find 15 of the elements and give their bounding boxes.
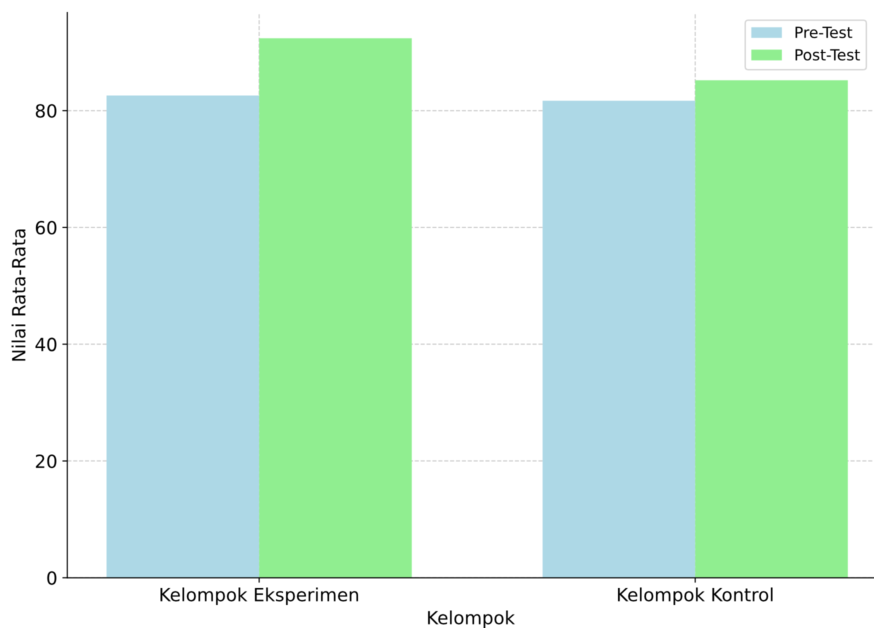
bar bbox=[259, 38, 412, 578]
y-tick-label: 60 bbox=[36, 220, 56, 235]
x-tick-label: Kelompok Kontrol bbox=[618, 587, 773, 605]
x-tick-label: Kelompok Eksperimen bbox=[160, 587, 358, 605]
y-axis-title: Nilai Rata-Rata bbox=[12, 230, 26, 361]
y-tick-label: 0 bbox=[47, 571, 56, 585]
bar bbox=[542, 100, 696, 578]
y-tick-label: 80 bbox=[36, 104, 56, 118]
bar bbox=[695, 80, 848, 578]
y-tick-label: 20 bbox=[36, 454, 56, 468]
y-tick-label: 40 bbox=[35, 338, 56, 352]
bar bbox=[106, 95, 260, 578]
legend-label: Post-Test bbox=[796, 49, 860, 61]
legend-label: Pre-Test bbox=[796, 26, 852, 38]
x-axis-title: Kelompok bbox=[428, 610, 515, 628]
